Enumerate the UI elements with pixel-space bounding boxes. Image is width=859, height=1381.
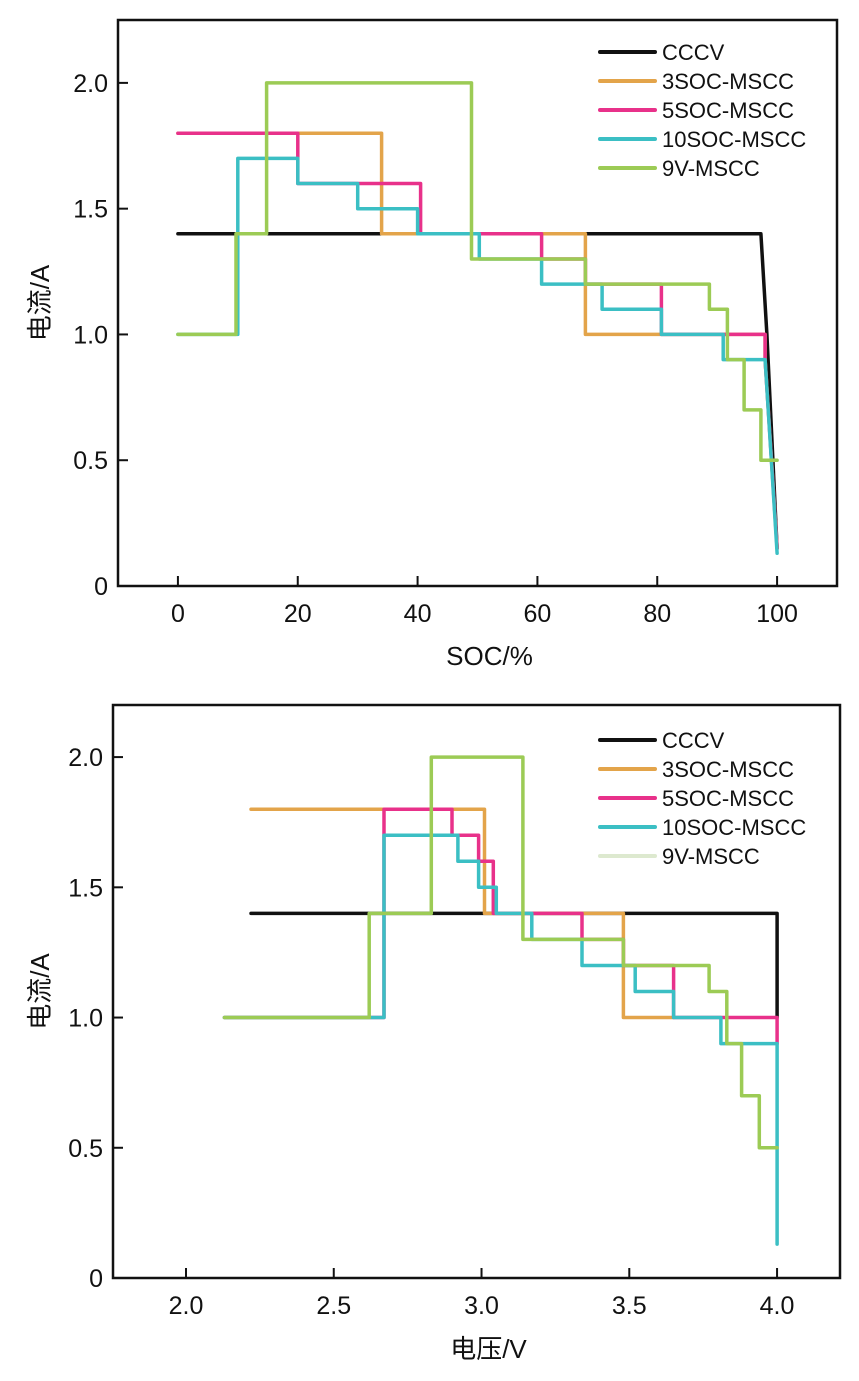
legend-label: 9V-MSCC [662, 844, 760, 869]
x-tick-label: 40 [404, 600, 432, 628]
y-tick-label: 1.5 [73, 196, 108, 224]
legend-label: 5SOC-MSCC [662, 98, 794, 123]
y-tick-label: 0 [89, 1265, 103, 1293]
legend-label: 5SOC-MSCC [662, 786, 794, 811]
y-tick-label: 0.5 [68, 1135, 103, 1163]
legend-label: 9V-MSCC [662, 156, 760, 181]
legend-label: 3SOC-MSCC [662, 757, 794, 782]
x-tick-label: 0 [171, 600, 185, 628]
legend-label: CCCV [662, 728, 725, 753]
legend: CCCV 3SOC-MSCC 5SOC-MSCC 10SOC-MSCC 9V-MSCC [598, 728, 806, 869]
x-axis-title: 电压/V [450, 1334, 527, 1364]
x-tick-label: 3.0 [464, 1292, 499, 1320]
series-line-10soc-mscc [222, 833, 779, 1246]
y-tick-label: 0 [94, 573, 108, 601]
x-tick-label: 2.5 [316, 1292, 351, 1320]
x-tick-label: 60 [524, 600, 552, 628]
chart-current-vs-soc: 0 20 40 60 80 100 0 0.5 1.0 1.5 2.0 SOC/% 电流/A CCCV 3S… [25, 18, 839, 671]
y-tick-label: 1.0 [73, 321, 108, 349]
legend-label: CCCV [662, 40, 725, 65]
series-line-9v-mscc [222, 755, 779, 1150]
series-line-cccv [176, 232, 779, 551]
series-line-9v-mscc [176, 81, 779, 462]
y-tick-label: 2.0 [68, 744, 103, 772]
series-group [176, 81, 779, 556]
x-tick-label: 4.0 [760, 1292, 795, 1320]
legend: CCCV 3SOC-MSCC 5SOC-MSCC 10SOC-MSCC 9V-MSCC [598, 40, 806, 181]
series-group [222, 755, 779, 1246]
x-tick-label: 100 [756, 600, 798, 628]
x-tick-label: 20 [284, 600, 312, 628]
legend-label: 3SOC-MSCC [662, 69, 794, 94]
x-tick-label: 3.5 [612, 1292, 647, 1320]
y-tick-label: 1.0 [68, 1005, 103, 1033]
chart-current-vs-voltage: 2.0 2.5 3.0 3.5 4.0 0 0.5 1.0 1.5 2.0 电压/V 电流/A CCCV… [25, 703, 842, 1364]
x-tick-label: 80 [643, 600, 671, 628]
series-line-5soc-mscc [222, 807, 779, 1046]
y-tick-label: 1.5 [68, 874, 103, 902]
legend-label: 10SOC-MSCC [662, 815, 806, 840]
y-tick-label: 0.5 [73, 447, 108, 475]
plot-frame [116, 18, 839, 588]
legend-label: 10SOC-MSCC [662, 127, 806, 152]
y-axis-title: 电流/A [25, 953, 55, 1030]
y-axis-title: 电流/A [25, 264, 55, 341]
x-axis-title: SOC/% [446, 641, 533, 671]
plot-frame [111, 703, 842, 1280]
x-tick-label: 2.0 [169, 1292, 204, 1320]
y-tick-label: 2.0 [73, 70, 108, 98]
